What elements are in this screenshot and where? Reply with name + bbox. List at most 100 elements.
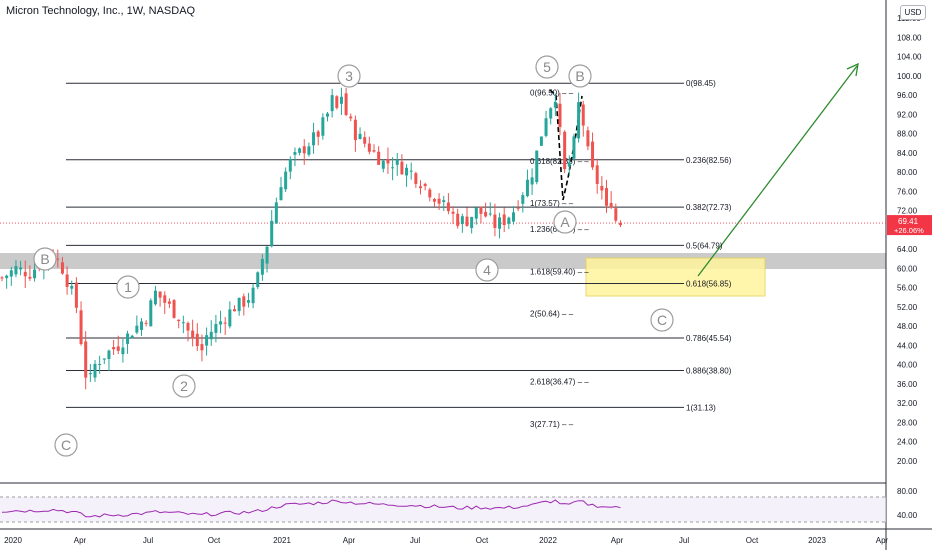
candle — [391, 167, 395, 169]
fib-extension-label: 2.618(36.47) – – — [530, 378, 589, 387]
time-axis-label: Apr — [611, 536, 624, 545]
candle — [112, 347, 116, 350]
candle — [512, 212, 515, 222]
wave-label: 1 — [124, 279, 132, 295]
candle — [586, 130, 590, 147]
candle — [284, 171, 288, 190]
candle — [302, 146, 306, 154]
candle — [502, 214, 506, 226]
candle — [591, 141, 595, 168]
candle — [223, 322, 227, 324]
candle — [614, 208, 618, 221]
last-price-label: 69.41 — [898, 217, 919, 226]
candle — [84, 341, 88, 378]
candle — [386, 159, 390, 164]
candle — [14, 266, 18, 275]
candle — [372, 150, 376, 152]
candle — [474, 207, 478, 219]
candle — [209, 331, 213, 340]
candle — [130, 335, 134, 338]
wave-label-circle — [337, 64, 361, 88]
currency-button[interactable]: USD — [900, 5, 926, 20]
candle — [200, 344, 204, 351]
wave-label-circle — [535, 55, 559, 79]
candle — [135, 325, 139, 333]
candle — [456, 213, 460, 226]
candle — [79, 310, 83, 345]
wave-label-circle — [33, 247, 57, 271]
candle — [321, 117, 325, 136]
candle — [181, 322, 185, 324]
candle — [60, 262, 64, 274]
candle — [465, 216, 469, 226]
candle — [553, 101, 557, 108]
time-axis-label: Oct — [208, 536, 221, 545]
symbol-title[interactable]: Micron Technology, Inc., 1W, NASDAQ — [6, 5, 196, 17]
price-tick-label: 92.00 — [897, 110, 918, 119]
candle — [279, 187, 283, 201]
price-tick-label: 100.00 — [897, 72, 922, 81]
candle — [600, 185, 604, 191]
time-axis-label: Apr — [876, 536, 889, 545]
candle — [563, 131, 567, 170]
time-axis-label: Jul — [410, 536, 420, 545]
fib-extension-label: 1(73.57) – – — [530, 199, 574, 208]
price-tick-label: 104.00 — [897, 53, 922, 62]
time-axis-label: Oct — [746, 536, 759, 545]
candle — [56, 258, 60, 260]
time-axis-label: Apr — [74, 536, 87, 545]
price-tick-label: 32.00 — [897, 399, 918, 408]
wave-label-circle — [568, 64, 592, 88]
wave-label-circle — [475, 258, 499, 282]
candle — [9, 270, 13, 277]
candle — [260, 258, 264, 275]
candle — [521, 195, 525, 204]
candle — [395, 159, 399, 165]
candle — [23, 271, 27, 277]
candle — [70, 285, 74, 289]
candle — [237, 297, 241, 312]
candle — [74, 282, 78, 308]
projection-arrowhead — [846, 62, 859, 77]
time-axis-label: Apr — [343, 536, 356, 545]
fib-retracement-label: 1(31.13) — [686, 403, 716, 412]
candle — [205, 335, 209, 346]
candle — [605, 188, 608, 206]
price-tick-label: 64.00 — [897, 245, 918, 254]
candle — [274, 202, 278, 224]
candle — [270, 220, 274, 247]
price-tick-label: 28.00 — [897, 418, 918, 427]
candle — [442, 200, 446, 203]
time-axis-label: 2021 — [273, 536, 291, 545]
wave-label-circle — [116, 275, 140, 299]
rsi-band — [0, 497, 886, 522]
candle — [312, 132, 316, 146]
candle — [98, 363, 102, 365]
candle — [558, 103, 562, 128]
candle — [28, 276, 32, 279]
projection-arrow — [697, 65, 858, 277]
candle — [335, 96, 339, 108]
candle — [581, 104, 585, 126]
candle — [544, 118, 548, 136]
wave-label: A — [560, 214, 570, 230]
price-tick-label: 52.00 — [897, 303, 918, 312]
candle — [609, 202, 613, 208]
fib-retracement-label: 0.786(45.54) — [686, 334, 732, 343]
candle — [102, 358, 106, 360]
wave-label: B — [40, 251, 49, 267]
price-tick-label: 96.00 — [897, 91, 918, 100]
candle — [618, 223, 622, 226]
candle — [330, 95, 334, 112]
candle — [432, 199, 436, 202]
candle — [293, 152, 297, 155]
candle — [298, 148, 302, 153]
candle — [121, 347, 125, 355]
candle — [177, 319, 181, 322]
candle — [577, 102, 581, 139]
candle — [116, 346, 120, 351]
candle — [93, 363, 97, 378]
candle — [153, 290, 157, 305]
